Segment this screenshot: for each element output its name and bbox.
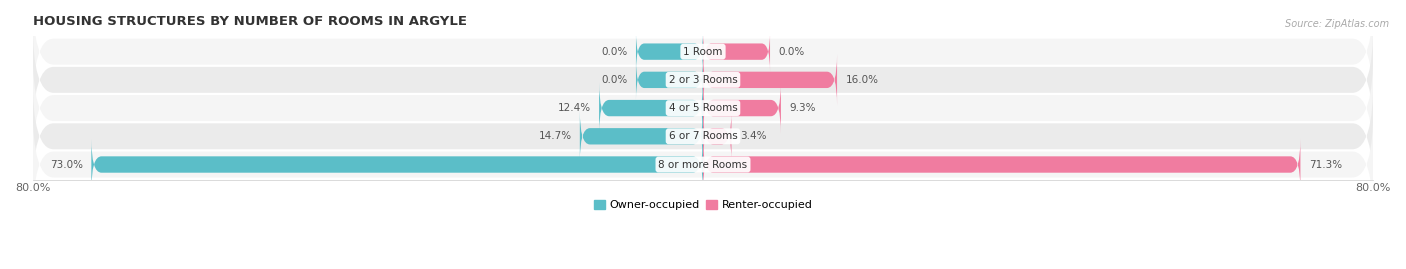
Text: 8 or more Rooms: 8 or more Rooms xyxy=(658,160,748,169)
Text: 71.3%: 71.3% xyxy=(1309,160,1341,169)
FancyBboxPatch shape xyxy=(579,111,703,162)
FancyBboxPatch shape xyxy=(703,54,837,105)
Text: Source: ZipAtlas.com: Source: ZipAtlas.com xyxy=(1285,19,1389,29)
Text: 3.4%: 3.4% xyxy=(740,131,766,141)
Text: 1 Room: 1 Room xyxy=(683,47,723,57)
FancyBboxPatch shape xyxy=(636,31,703,72)
FancyBboxPatch shape xyxy=(703,111,731,162)
FancyBboxPatch shape xyxy=(636,60,703,100)
Text: 12.4%: 12.4% xyxy=(558,103,591,113)
Text: 9.3%: 9.3% xyxy=(789,103,815,113)
FancyBboxPatch shape xyxy=(32,107,1374,222)
Text: 14.7%: 14.7% xyxy=(538,131,571,141)
FancyBboxPatch shape xyxy=(599,82,703,134)
FancyBboxPatch shape xyxy=(32,0,1374,109)
FancyBboxPatch shape xyxy=(91,139,703,190)
Text: 16.0%: 16.0% xyxy=(845,75,879,85)
FancyBboxPatch shape xyxy=(703,139,1301,190)
FancyBboxPatch shape xyxy=(703,31,770,72)
FancyBboxPatch shape xyxy=(32,79,1374,194)
Text: 73.0%: 73.0% xyxy=(51,160,83,169)
FancyBboxPatch shape xyxy=(32,22,1374,137)
Text: 0.0%: 0.0% xyxy=(779,47,804,57)
Legend: Owner-occupied, Renter-occupied: Owner-occupied, Renter-occupied xyxy=(589,196,817,215)
Text: 0.0%: 0.0% xyxy=(602,75,627,85)
Text: HOUSING STRUCTURES BY NUMBER OF ROOMS IN ARGYLE: HOUSING STRUCTURES BY NUMBER OF ROOMS IN… xyxy=(32,15,467,28)
Text: 4 or 5 Rooms: 4 or 5 Rooms xyxy=(669,103,737,113)
Text: 6 or 7 Rooms: 6 or 7 Rooms xyxy=(669,131,737,141)
FancyBboxPatch shape xyxy=(703,82,780,134)
Text: 2 or 3 Rooms: 2 or 3 Rooms xyxy=(669,75,737,85)
Text: 0.0%: 0.0% xyxy=(602,47,627,57)
FancyBboxPatch shape xyxy=(32,51,1374,166)
